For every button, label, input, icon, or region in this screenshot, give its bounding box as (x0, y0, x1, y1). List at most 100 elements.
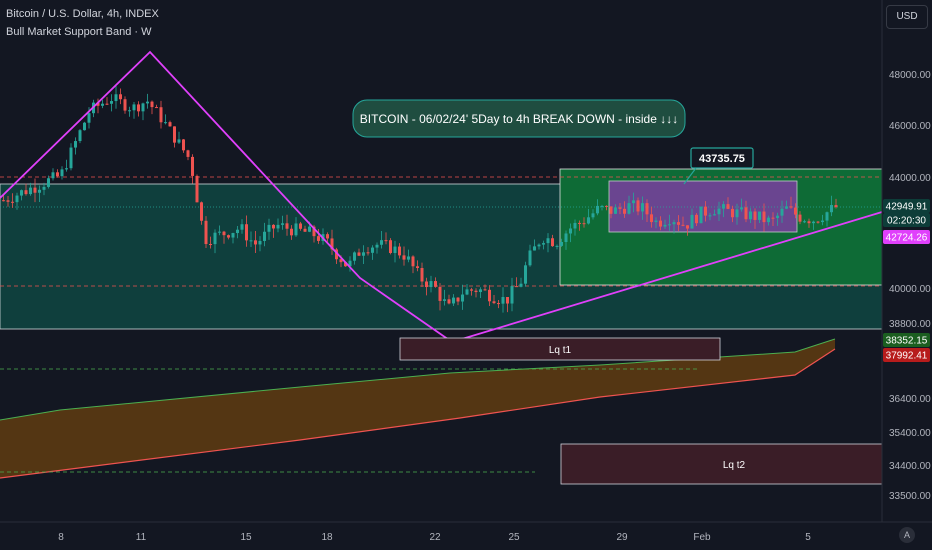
candle (578, 220, 581, 231)
candle (564, 230, 568, 250)
candle (663, 219, 667, 229)
candle (258, 236, 262, 252)
candle-body (267, 224, 271, 232)
candle-body (789, 206, 793, 208)
candle-body (474, 290, 478, 293)
candle (600, 204, 604, 211)
candle (236, 226, 239, 239)
candle-body (627, 203, 631, 214)
candle-body (348, 260, 352, 267)
candle (695, 213, 698, 227)
candle-body (159, 107, 163, 123)
candle-body (425, 281, 428, 288)
candle (807, 218, 811, 228)
candle-body (573, 222, 577, 229)
annotation-box (352, 99, 686, 138)
candle (195, 174, 199, 203)
candle (569, 223, 572, 243)
price-tag-red (883, 348, 930, 362)
candle-body (299, 223, 302, 229)
candle-body (447, 299, 451, 304)
candle-body (132, 104, 136, 111)
time-axis-background (0, 522, 932, 550)
candle (456, 297, 460, 306)
candle-body (105, 103, 109, 105)
candle-body (501, 297, 505, 304)
candle (42, 182, 46, 196)
price-tag-green-label: 38352.15 (886, 336, 928, 347)
candle-body (87, 113, 91, 123)
candle-body (326, 234, 329, 239)
candle (443, 289, 446, 306)
candle-body (740, 207, 743, 210)
candle (785, 200, 788, 210)
candle (416, 260, 419, 272)
candle (672, 219, 676, 234)
candle (357, 248, 361, 257)
x-tick-label: 25 (508, 532, 520, 543)
candle (303, 225, 307, 232)
candle-body (690, 214, 694, 229)
candle (240, 219, 244, 234)
candle-body (591, 213, 595, 218)
candle-body (699, 206, 703, 224)
candle-body (231, 233, 235, 238)
candle (114, 86, 118, 109)
candle-body (11, 201, 14, 203)
candle-body (623, 208, 626, 214)
candle-body (794, 207, 797, 215)
candle-body (596, 205, 599, 214)
candle (708, 212, 712, 221)
candle (803, 219, 806, 224)
candle (218, 225, 221, 236)
candle (605, 205, 608, 211)
candle (366, 247, 370, 256)
candle-body (227, 235, 230, 238)
candle (650, 206, 653, 228)
candle (470, 287, 473, 296)
candle (447, 294, 451, 305)
candle (11, 193, 14, 208)
candle-body (807, 221, 811, 224)
candle (326, 232, 329, 242)
candle (96, 98, 100, 114)
candle-body (285, 223, 289, 229)
candle-body (29, 187, 32, 195)
candle-body (528, 250, 532, 266)
candle (641, 196, 644, 220)
candle-body (141, 103, 145, 112)
indicator-title[interactable]: Bull Market Support Band · W (6, 26, 152, 38)
price-callout-text: 43735.75 (699, 153, 745, 165)
candle-body (123, 99, 127, 111)
candle-body (834, 205, 838, 208)
candle (627, 195, 631, 215)
candle (726, 197, 730, 210)
candle-body (407, 256, 410, 260)
candle-body (717, 208, 721, 215)
candle-body (605, 205, 608, 207)
candle-body (353, 252, 356, 261)
candle (137, 101, 140, 117)
candle-body (137, 104, 140, 112)
candle (794, 203, 797, 219)
candle-body (443, 299, 446, 301)
candle-body (753, 211, 757, 220)
candle (645, 199, 649, 223)
candle (533, 239, 536, 251)
candle-body (294, 223, 298, 236)
candle-body (110, 101, 113, 104)
candle (798, 211, 802, 225)
candle (501, 287, 505, 313)
candle-body (344, 262, 347, 267)
candle-body (155, 107, 158, 109)
auto-scale-button[interactable]: A (899, 527, 915, 543)
candle-body (537, 244, 541, 247)
currency-button[interactable]: USD (886, 5, 928, 29)
price-callout-box (690, 147, 754, 169)
price-tag-red-label: 37992.41 (886, 351, 928, 362)
x-tick-label: 8 (58, 532, 64, 543)
candle (492, 294, 496, 305)
candle-body (645, 203, 649, 215)
candle-body (209, 244, 212, 246)
